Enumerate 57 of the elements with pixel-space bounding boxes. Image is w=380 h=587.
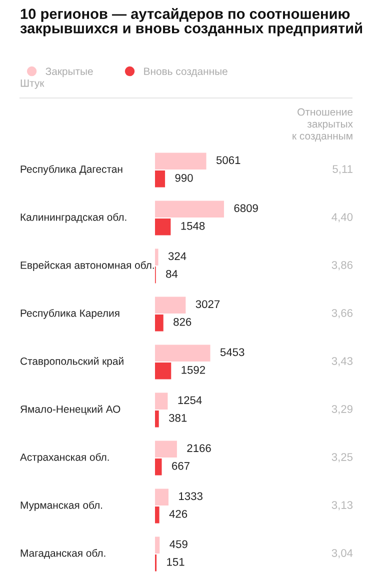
- bar: [155, 536, 160, 554]
- y-tick-label: Ямало-Ненецкий АО: [20, 405, 120, 415]
- y-tick-label: Ставропольский край: [20, 357, 124, 367]
- data-label: 6809: [234, 204, 258, 212]
- bar: [155, 506, 160, 524]
- bar: [155, 170, 166, 188]
- bar: [155, 458, 162, 476]
- bar: [155, 362, 172, 380]
- data-label: 3027: [196, 300, 220, 308]
- data-label: 381: [169, 414, 187, 422]
- text: 3,29: [332, 405, 352, 414]
- bar: [155, 488, 169, 506]
- text: Штук: [20, 80, 44, 89]
- legend-label: Вновь созданные: [144, 68, 228, 77]
- data-label: 990: [175, 174, 193, 182]
- text: 5,11: [332, 165, 352, 174]
- data-label: 5061: [216, 156, 240, 164]
- data-label: 1548: [181, 222, 205, 230]
- text: 3,13: [332, 501, 353, 510]
- text: 3,86: [332, 261, 353, 270]
- text: Отношение закрытых к созданным: [292, 108, 353, 142]
- data-label: 324: [168, 252, 186, 260]
- data-label: 459: [170, 540, 188, 548]
- bar: [155, 344, 210, 362]
- bar: [155, 440, 177, 458]
- y-tick-label: Калининградская обл.: [20, 213, 126, 223]
- data-label: 1592: [182, 366, 206, 374]
- data-label: 826: [174, 318, 192, 326]
- bar: [155, 314, 164, 332]
- y-tick-label: Республика Дагестан: [20, 165, 122, 175]
- bar: [155, 248, 158, 266]
- bar: [155, 152, 206, 170]
- text: 4,40: [332, 213, 353, 222]
- y-tick-label: Астраханская обл.: [20, 453, 109, 463]
- data-label: 151: [167, 558, 184, 566]
- data-label: 667: [172, 462, 190, 470]
- data-label: 1333: [179, 492, 202, 500]
- text: 3,25: [332, 453, 353, 462]
- text: 3,66: [332, 309, 353, 318]
- y-tick-label: Еврейская автономная обл.: [20, 261, 154, 271]
- data-label: 426: [169, 510, 188, 518]
- text: 3,43: [332, 357, 353, 366]
- bar: [155, 296, 186, 314]
- text: 3,04: [332, 549, 353, 558]
- data-label: 84: [166, 270, 178, 278]
- data-label: 2166: [187, 444, 211, 452]
- data-label: 5453: [220, 348, 244, 356]
- y-tick-label: Республика Карелия: [20, 309, 120, 319]
- chart-title: 10 регионов — аутсайдеров по соотношению закрывшихся и вновь созданных предприятий: [20, 8, 362, 36]
- bar: [155, 218, 171, 236]
- bar: [155, 200, 224, 218]
- y-tick-label: Мурманская обл.: [20, 501, 102, 511]
- bar: [155, 410, 159, 428]
- data-label: 1254: [178, 396, 202, 404]
- y-tick-label: Магаданская обл.: [20, 549, 106, 559]
- bar: [155, 392, 168, 410]
- legend-label: Закрытые: [46, 68, 93, 78]
